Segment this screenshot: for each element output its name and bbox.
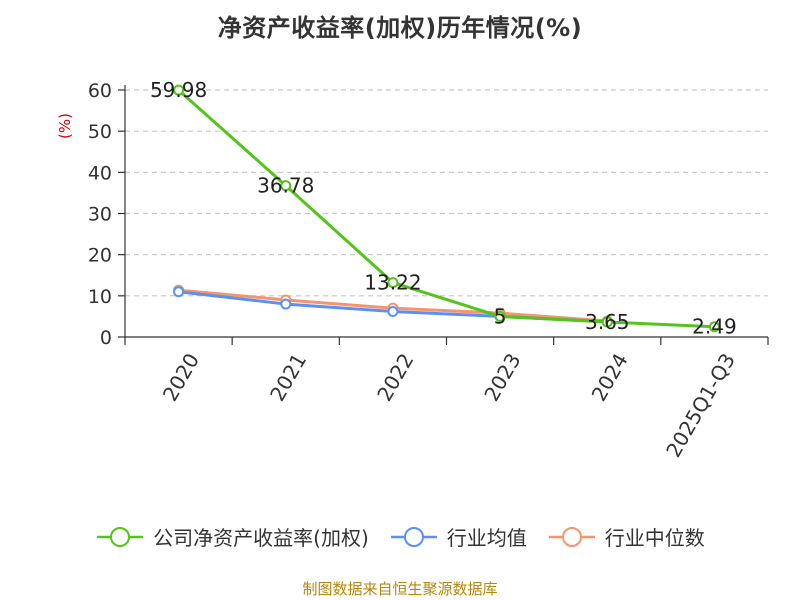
data-point xyxy=(280,298,292,310)
y-tick-label: 60 xyxy=(88,80,112,102)
data-point xyxy=(494,310,506,322)
x-tick-label: 2021 xyxy=(265,349,311,405)
x-tick-label: 2025Q1-Q3 xyxy=(661,349,740,461)
legend-item: 公司净资产收益率(加权) xyxy=(95,522,369,551)
data-point xyxy=(387,277,399,289)
legend-label: 行业均值 xyxy=(446,526,527,550)
x-tick-label: 2020 xyxy=(158,349,204,405)
y-tick-label: 50 xyxy=(88,121,112,143)
y-tick-label: 30 xyxy=(88,204,112,226)
source-note: 制图数据来自恒生聚源数据库 xyxy=(302,580,498,598)
legend-swatch xyxy=(548,526,595,547)
chart-title: 净资产收益率(加权)历年情况(%) xyxy=(217,14,583,42)
data-point xyxy=(601,316,613,328)
series-layer xyxy=(173,84,720,333)
legend-swatch xyxy=(390,526,437,547)
data-point xyxy=(173,286,185,298)
data-point xyxy=(387,305,399,317)
series-line xyxy=(177,88,715,329)
y-tick-label: 0 xyxy=(100,327,112,349)
y-tick-label: 40 xyxy=(88,162,112,184)
data-label: 36.78 xyxy=(257,174,314,198)
legend-label: 公司净资产收益率(加权) xyxy=(153,526,369,550)
data-label: 59.98 xyxy=(150,78,207,102)
data-point xyxy=(173,84,185,96)
x-tick-label: 2024 xyxy=(587,349,633,405)
legend-label: 行业中位数 xyxy=(604,526,705,550)
data-label: 13.22 xyxy=(364,271,421,295)
legend: 公司净资产收益率(加权) 行业均值 行业中位数 xyxy=(0,522,800,551)
legend-item: 行业均值 xyxy=(389,522,527,551)
y-tick-label: 10 xyxy=(88,286,112,308)
data-label: 5 xyxy=(494,304,507,328)
data-point xyxy=(708,321,720,333)
data-labels: 59.98 36.78 13.22 5 3.65 2.49 xyxy=(150,78,737,339)
x-tick-label: 2022 xyxy=(372,349,418,405)
grid-lines xyxy=(125,89,768,297)
legend-item: 行业中位数 xyxy=(547,522,705,551)
data-label: 3.65 xyxy=(585,310,630,334)
y-tick-label: 20 xyxy=(88,245,112,267)
y-axis-label: (%) xyxy=(56,113,74,139)
data-point xyxy=(280,180,292,192)
x-tick-label: 2023 xyxy=(479,349,525,405)
data-label: 2.49 xyxy=(692,315,737,339)
legend-swatch xyxy=(97,526,144,547)
